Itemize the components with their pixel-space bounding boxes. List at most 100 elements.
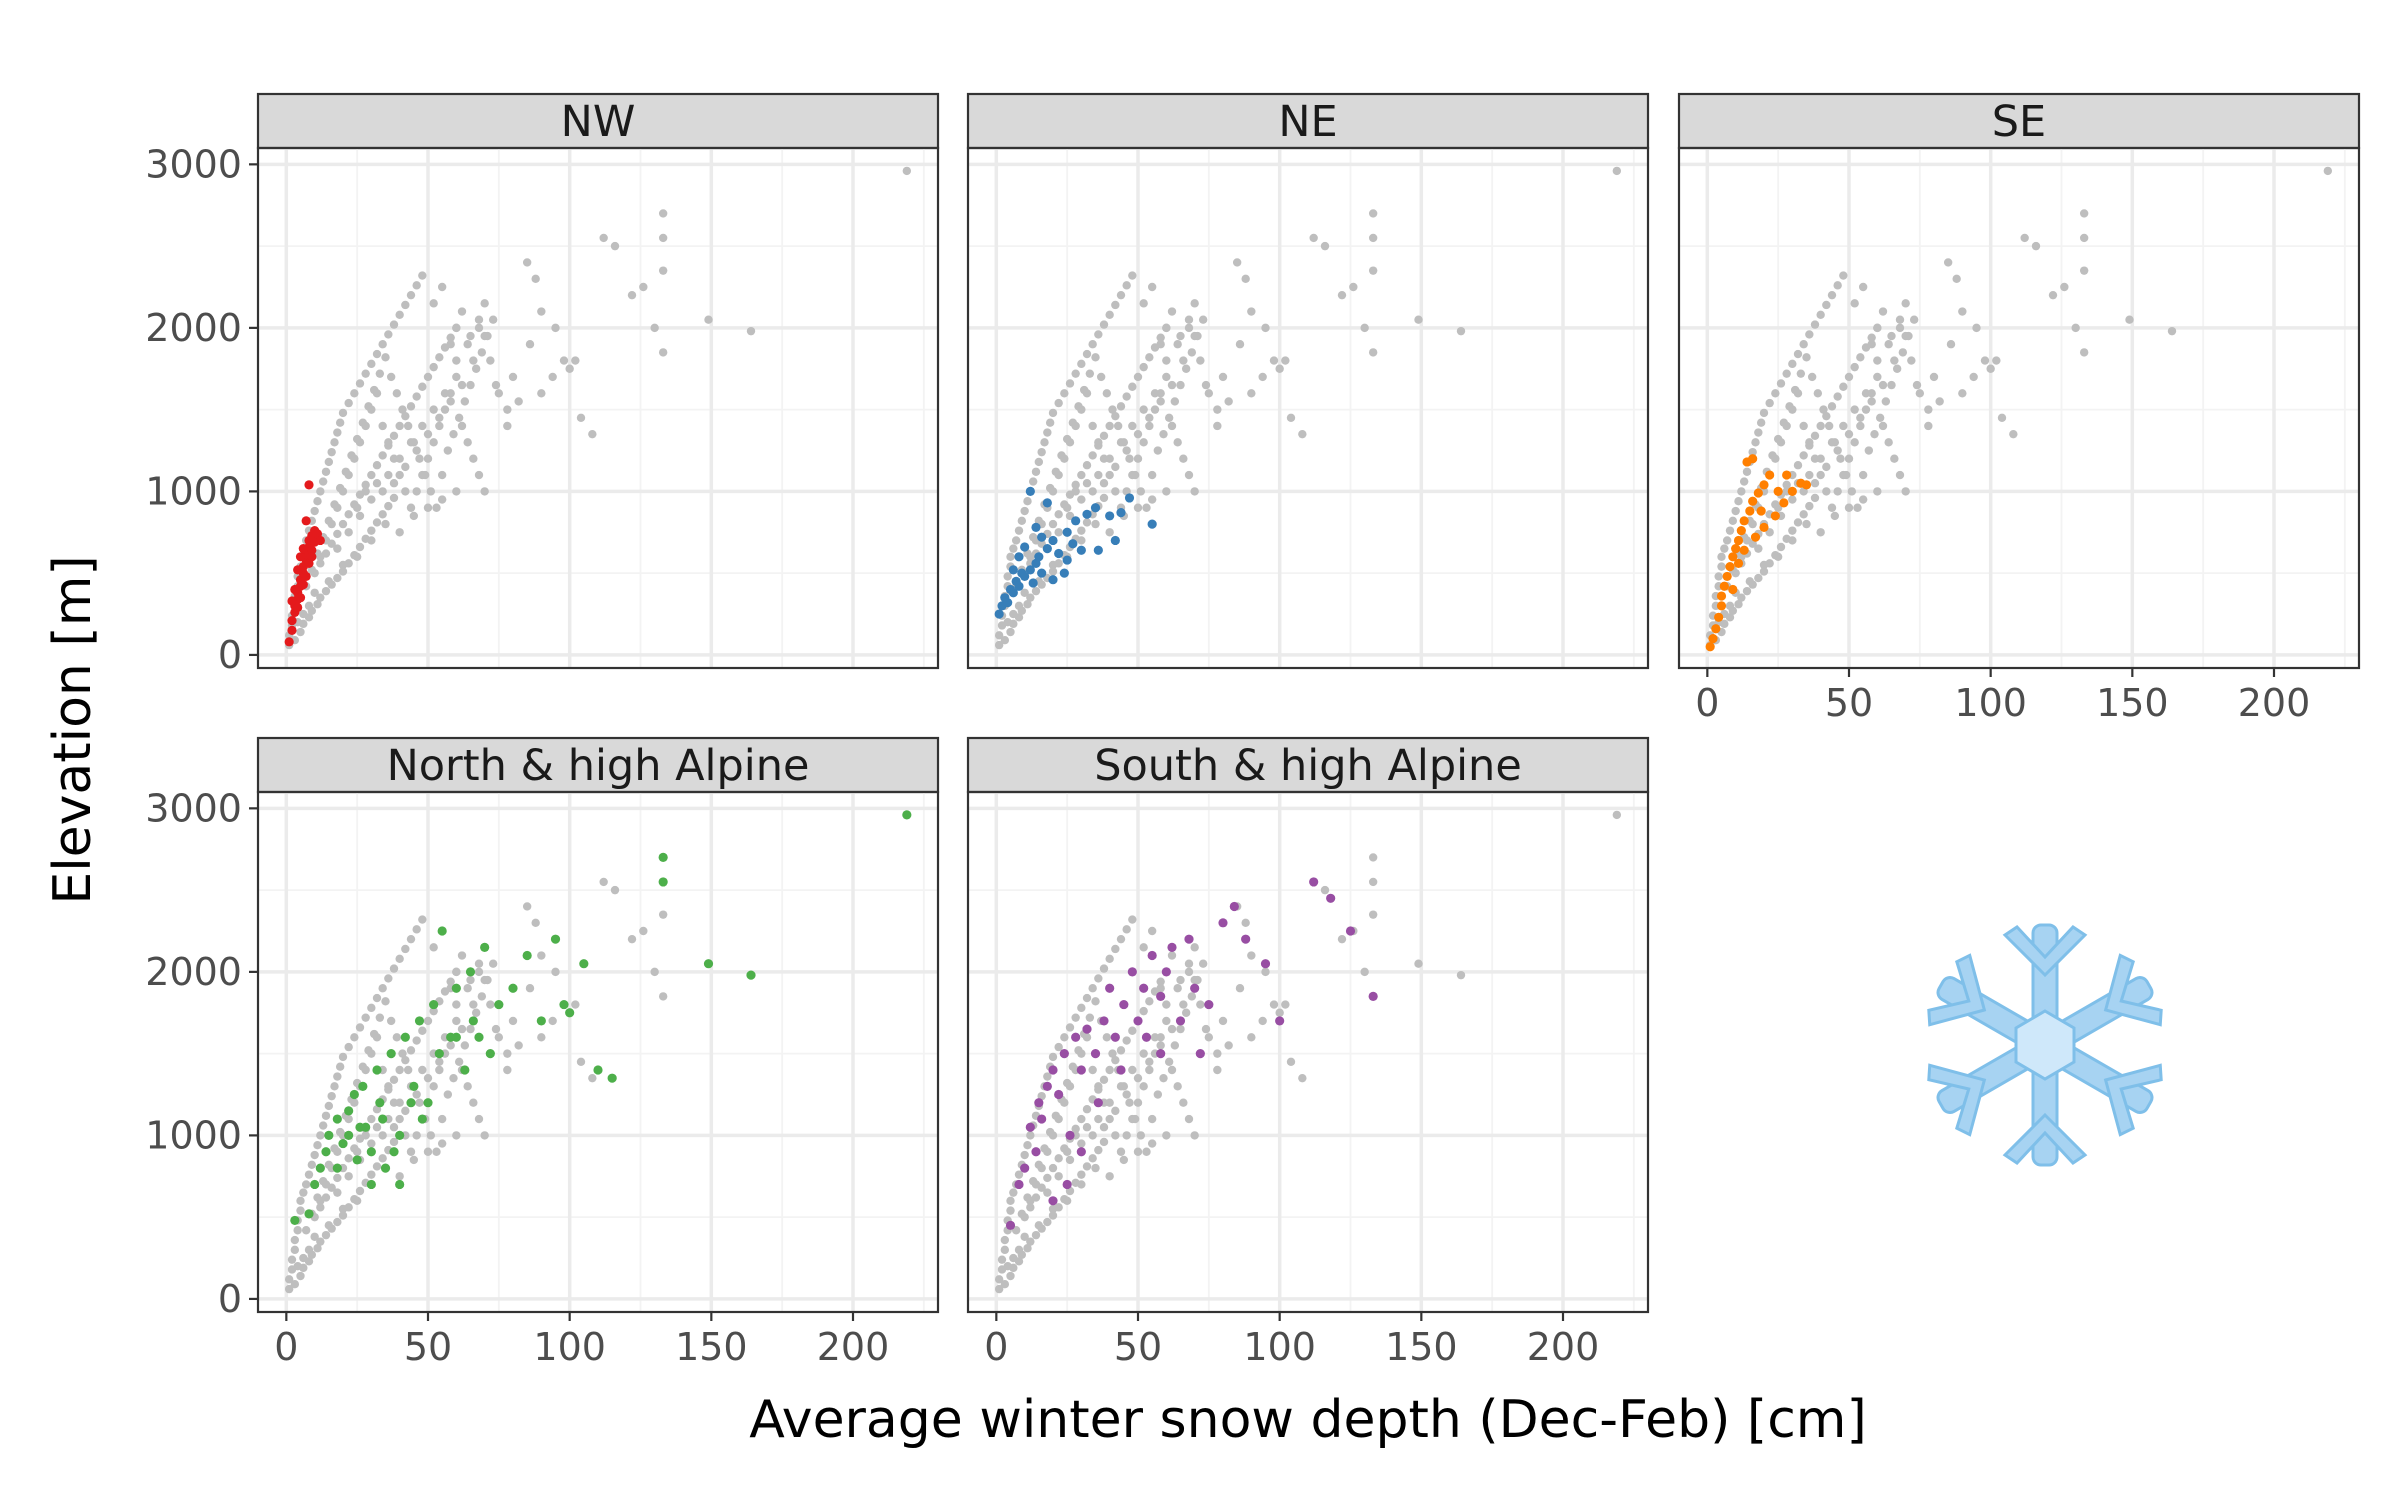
background-point <box>1754 428 1763 437</box>
background-point <box>1133 372 1143 382</box>
background-point <box>429 1082 438 1091</box>
background-point <box>418 915 427 924</box>
highlight-point <box>1147 950 1157 961</box>
highlight-point <box>1739 516 1749 526</box>
background-point <box>1771 500 1780 509</box>
highlight-point <box>1275 1016 1285 1026</box>
background-point <box>1737 593 1746 602</box>
background-point <box>1368 877 1378 887</box>
background-point <box>1167 380 1177 390</box>
background-point <box>1020 588 1029 597</box>
background-point <box>1980 356 1990 365</box>
background-point <box>1150 1033 1160 1042</box>
background-point <box>2125 315 2134 324</box>
background-point <box>503 405 512 414</box>
background-point <box>307 606 317 615</box>
background-point <box>1128 1026 1137 1035</box>
background-point <box>466 975 475 985</box>
background-point <box>1734 600 1743 609</box>
background-point <box>531 918 540 928</box>
background-point <box>1816 528 1825 537</box>
background-point <box>1790 385 1800 395</box>
background-point <box>1788 495 1797 504</box>
background-point <box>1150 343 1160 352</box>
background-point <box>1006 552 1015 562</box>
highlight-point <box>1229 901 1239 912</box>
snowflake-icon <box>1927 923 2163 1167</box>
highlight-point <box>1368 991 1378 1002</box>
background-point <box>1043 1072 1052 1081</box>
background-point <box>1048 1163 1058 1173</box>
background-point <box>457 951 467 960</box>
background-point <box>1071 480 1080 490</box>
background-point <box>1935 397 1944 406</box>
background-point <box>409 511 419 521</box>
highlight-point <box>321 1147 331 1157</box>
background-point <box>1071 1178 1080 1188</box>
background-point <box>1037 447 1046 457</box>
highlight-point <box>1127 967 1137 977</box>
background-point <box>1034 1160 1044 1170</box>
highlight-point <box>352 1155 362 1165</box>
background-point <box>1074 1046 1083 1055</box>
background-point <box>1094 1085 1103 1094</box>
background-point <box>1833 446 1842 455</box>
highlight-point <box>1076 545 1086 555</box>
background-point <box>335 418 345 427</box>
background-point <box>1017 1250 1027 1259</box>
facet-label: North & high Alpine <box>387 741 810 791</box>
background-point <box>1805 441 1814 450</box>
background-point <box>1858 470 1868 480</box>
background-point <box>440 343 450 352</box>
background-point <box>2079 348 2089 357</box>
background-point <box>1139 405 1148 414</box>
background-point <box>1000 1245 1010 1255</box>
facet-label: NE <box>1278 97 1337 147</box>
highlight-point <box>358 1081 368 1091</box>
background-point <box>1085 1013 1095 1022</box>
background-point <box>1196 356 1205 365</box>
background-point <box>350 500 359 509</box>
background-point <box>477 348 487 357</box>
background-point <box>313 600 322 609</box>
background-point <box>290 1235 300 1245</box>
background-point <box>1958 307 1967 316</box>
background-point <box>1051 467 1061 476</box>
background-point <box>378 1131 387 1140</box>
background-point <box>576 1057 586 1067</box>
background-point <box>327 447 336 457</box>
background-point <box>338 519 348 529</box>
background-point <box>287 1255 297 1264</box>
background-point <box>514 397 523 406</box>
highlight-point <box>1054 1089 1064 1100</box>
background-point <box>386 1016 396 1026</box>
background-point <box>1125 1098 1134 1107</box>
background-point <box>491 380 501 390</box>
x-tick-label: 50 <box>404 1325 452 1369</box>
highlight-point <box>1054 548 1064 559</box>
highlight-point <box>1093 1098 1103 1108</box>
background-point <box>296 627 305 637</box>
background-point <box>1748 447 1757 457</box>
background-point <box>1861 405 1871 414</box>
background-point <box>1173 1082 1182 1091</box>
background-point <box>1099 479 1109 488</box>
background-point <box>1133 429 1143 439</box>
background-point <box>454 413 464 423</box>
background-point <box>344 1203 353 1212</box>
background-point <box>1969 372 1978 382</box>
background-point <box>401 944 410 954</box>
background-point <box>994 640 1004 650</box>
highlight-point <box>1068 539 1078 549</box>
background-point <box>1201 1024 1211 1034</box>
background-point <box>1068 418 1078 427</box>
background-point <box>1111 462 1120 472</box>
background-point <box>531 274 540 284</box>
background-point <box>324 457 334 467</box>
background-point <box>1094 1145 1103 1155</box>
background-point <box>1824 421 1834 431</box>
background-point <box>301 1180 311 1189</box>
background-point <box>1805 330 1814 339</box>
background-point <box>1023 1193 1032 1202</box>
background-point <box>1043 1173 1052 1183</box>
